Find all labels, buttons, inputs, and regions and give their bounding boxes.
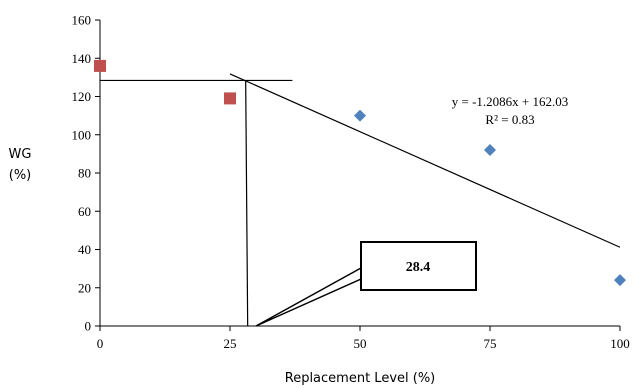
y-axis-ticks: 0 20 40 60 80 100 120 140 160 — [72, 13, 100, 334]
x-tick-label: 75 — [484, 336, 497, 351]
x-tick-label: 100 — [610, 336, 630, 351]
callout-label: 28.4 — [406, 260, 431, 275]
y-tick-label: 60 — [78, 204, 91, 219]
x-axis-title: Replacement Level (%) — [285, 371, 436, 386]
data-point-square — [94, 59, 106, 72]
data-point-diamond — [484, 144, 496, 157]
data-points — [94, 59, 626, 287]
data-point-diamond — [354, 109, 366, 122]
callout-box — [360, 241, 477, 291]
x-axis-ticks: 0 25 50 75 100 — [97, 326, 630, 351]
breakpoint-callout: 28.4 — [255, 241, 477, 327]
x-tick-label: 50 — [354, 336, 367, 351]
breakpoint-drop-line — [245, 80, 249, 327]
x-tick-label: 25 — [224, 336, 237, 351]
y-tick-label: 120 — [72, 89, 92, 104]
y-tick-label: 40 — [78, 242, 91, 257]
y-axis-title-line1: WG — [9, 147, 32, 162]
trend-line — [229, 73, 621, 248]
y-axis-title-line2: (%) — [9, 168, 32, 183]
data-point-diamond — [614, 274, 626, 287]
y-tick-label: 140 — [72, 51, 92, 66]
r-squared-label: R² = 0.83 — [485, 112, 534, 127]
y-tick-label: 80 — [78, 166, 91, 181]
x-tick-label: 0 — [97, 336, 104, 351]
y-tick-label: 0 — [85, 319, 92, 334]
callout-pointer — [255, 266, 362, 327]
y-tick-label: 20 — [78, 280, 91, 295]
y-tick-label: 100 — [72, 127, 92, 142]
trend-equation: y = -1.2086x + 162.03 — [452, 94, 569, 109]
y-tick-label: 160 — [72, 13, 92, 28]
data-point-square — [224, 92, 236, 105]
